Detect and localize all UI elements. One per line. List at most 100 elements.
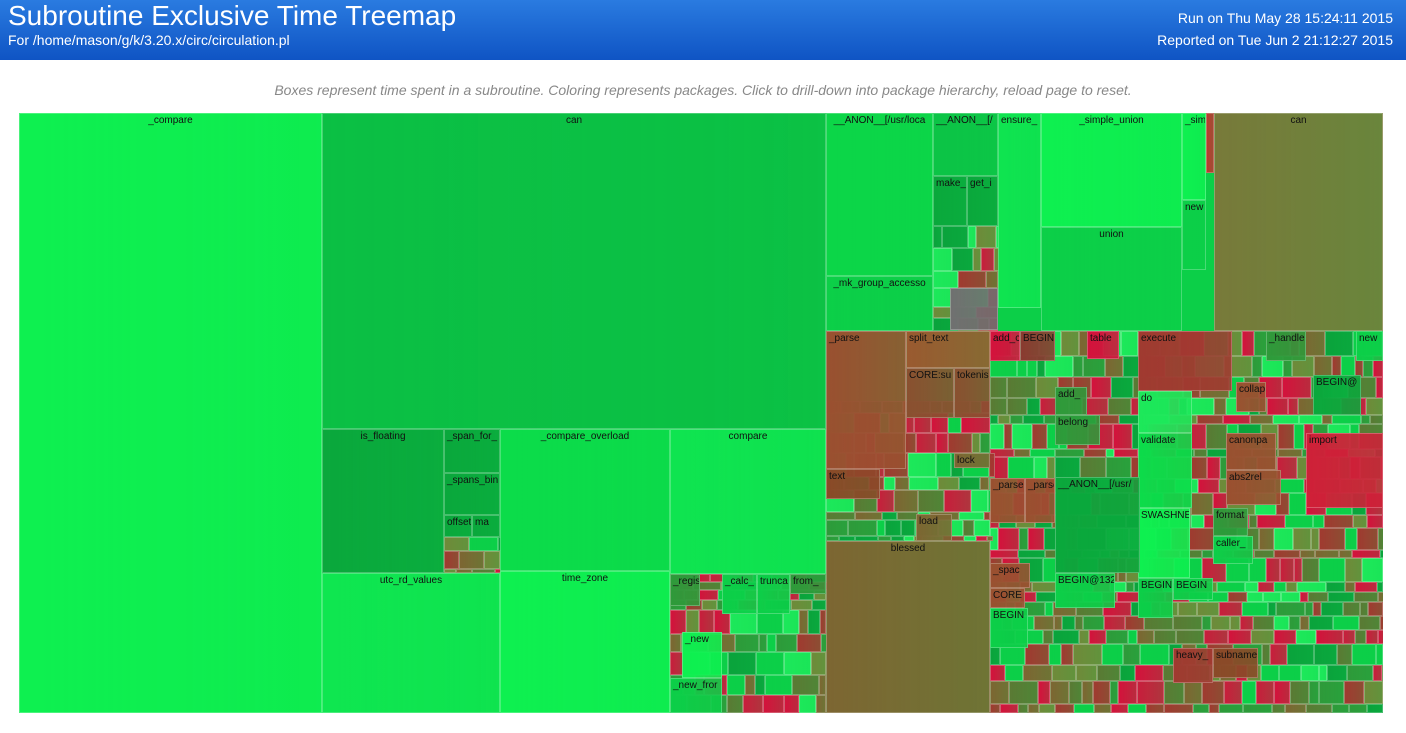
treemap-box[interactable] <box>1025 644 1049 665</box>
treemap-box[interactable] <box>1311 528 1319 550</box>
treemap-box[interactable]: new <box>1182 200 1206 270</box>
treemap-box[interactable] <box>456 569 472 573</box>
treemap-box[interactable]: subname <box>1213 648 1258 678</box>
treemap-box[interactable]: __ANON__[/usr/loca <box>826 113 933 276</box>
treemap-box[interactable] <box>1280 558 1294 582</box>
treemap-box[interactable] <box>1113 424 1132 449</box>
treemap-box[interactable] <box>1297 582 1326 592</box>
treemap-box[interactable] <box>1194 449 1207 457</box>
treemap-box[interactable]: _new <box>682 632 722 678</box>
treemap-box[interactable] <box>1278 449 1302 457</box>
treemap-box[interactable]: CORE <box>990 588 1025 608</box>
treemap-box[interactable] <box>1012 424 1032 449</box>
treemap-box[interactable] <box>776 634 797 652</box>
treemap-box[interactable] <box>891 536 904 541</box>
treemap-box[interactable] <box>1106 449 1114 457</box>
treemap-box[interactable] <box>1126 582 1134 592</box>
treemap-box[interactable] <box>799 695 816 713</box>
treemap-box[interactable] <box>1028 704 1039 713</box>
treemap-box[interactable] <box>1276 602 1305 616</box>
treemap-box[interactable] <box>1287 644 1314 665</box>
treemap-box[interactable]: _spans_bin <box>444 473 500 515</box>
treemap-box[interactable] <box>933 271 958 288</box>
treemap-box[interactable] <box>1314 356 1332 377</box>
treemap-box[interactable] <box>1366 398 1383 415</box>
treemap-box[interactable] <box>1204 630 1228 644</box>
treemap-box[interactable]: BEGIN <box>990 608 1028 648</box>
treemap-box[interactable]: make_ <box>933 176 967 226</box>
treemap-box[interactable] <box>1242 681 1256 704</box>
treemap-box[interactable] <box>765 675 792 695</box>
treemap-box[interactable]: time_zone <box>500 571 670 713</box>
treemap-box[interactable] <box>1184 681 1202 704</box>
treemap-box[interactable] <box>973 248 981 271</box>
treemap-box[interactable] <box>1305 602 1313 616</box>
treemap-box[interactable] <box>1038 681 1050 704</box>
treemap-box[interactable] <box>1054 616 1062 630</box>
treemap-box[interactable] <box>1004 424 1012 449</box>
treemap-box[interactable] <box>1352 550 1380 558</box>
treemap-box[interactable] <box>1299 415 1322 424</box>
treemap-box[interactable]: heavy_ <box>1173 648 1213 683</box>
treemap-box[interactable]: add_ <box>1055 387 1087 415</box>
treemap-box[interactable]: _handle <box>1266 331 1306 361</box>
treemap-box[interactable] <box>1301 665 1319 681</box>
treemap-box[interactable] <box>1324 515 1353 528</box>
treemap-box[interactable]: SWASHNE <box>1138 508 1190 578</box>
treemap-box[interactable] <box>727 695 743 713</box>
treemap-box[interactable] <box>1325 331 1353 356</box>
treemap-box[interactable]: BEGIN@ <box>1313 375 1361 415</box>
treemap-box[interactable] <box>670 634 681 652</box>
treemap-box[interactable] <box>884 477 895 490</box>
treemap-box[interactable]: ma <box>472 515 500 537</box>
treemap-box[interactable] <box>897 512 918 520</box>
treemap-box[interactable] <box>1014 449 1030 457</box>
treemap-box[interactable] <box>944 490 971 512</box>
treemap-box[interactable] <box>1249 515 1257 528</box>
treemap-box[interactable] <box>1313 515 1324 528</box>
treemap-box[interactable] <box>1128 704 1146 713</box>
treemap-box[interactable]: text <box>826 469 880 499</box>
treemap-box[interactable] <box>1023 415 1044 424</box>
treemap-box[interactable] <box>1097 665 1120 681</box>
treemap-box[interactable] <box>950 288 998 330</box>
treemap-box[interactable] <box>1111 704 1128 713</box>
treemap-box[interactable] <box>1118 681 1137 704</box>
treemap-box[interactable] <box>990 550 1018 558</box>
treemap[interactable]: _compare can is_floating _span_for_ _spans_b… <box>19 113 1383 713</box>
treemap-box[interactable] <box>968 226 976 248</box>
treemap-box[interactable] <box>1079 630 1089 644</box>
treemap-box[interactable] <box>1308 592 1328 602</box>
treemap-box[interactable] <box>816 695 826 713</box>
treemap-box[interactable] <box>1378 592 1383 602</box>
treemap-box[interactable] <box>1322 415 1332 424</box>
treemap-box[interactable] <box>1224 681 1242 704</box>
treemap-box[interactable] <box>855 536 878 541</box>
treemap-box[interactable] <box>1263 592 1281 602</box>
treemap-box[interactable] <box>1377 582 1383 592</box>
treemap-box[interactable] <box>1252 356 1262 377</box>
treemap-box[interactable] <box>1274 528 1293 550</box>
treemap-box[interactable] <box>444 569 456 573</box>
treemap-box[interactable] <box>1326 582 1345 592</box>
treemap-box[interactable]: lock <box>954 453 990 468</box>
treemap-box[interactable]: _sim <box>1182 113 1206 200</box>
treemap-box[interactable] <box>1028 528 1044 550</box>
treemap-box[interactable] <box>1219 602 1242 616</box>
treemap-box[interactable] <box>1357 528 1378 550</box>
treemap-box[interactable] <box>826 520 848 536</box>
treemap-box[interactable] <box>1302 558 1319 582</box>
treemap-box[interactable]: union <box>1041 227 1182 331</box>
treemap-box[interactable] <box>1268 602 1276 616</box>
treemap-box[interactable] <box>1354 592 1378 602</box>
treemap-box[interactable] <box>1039 704 1055 713</box>
treemap-box[interactable] <box>1062 616 1075 630</box>
treemap-box[interactable] <box>799 610 808 634</box>
treemap-box[interactable] <box>1140 644 1169 665</box>
treemap-box[interactable] <box>1332 704 1349 713</box>
treemap-box[interactable] <box>1055 457 1080 479</box>
treemap-box[interactable] <box>1267 398 1288 415</box>
treemap-box[interactable] <box>936 453 951 477</box>
treemap-box[interactable] <box>1034 616 1054 630</box>
treemap-box[interactable] <box>1010 415 1023 424</box>
